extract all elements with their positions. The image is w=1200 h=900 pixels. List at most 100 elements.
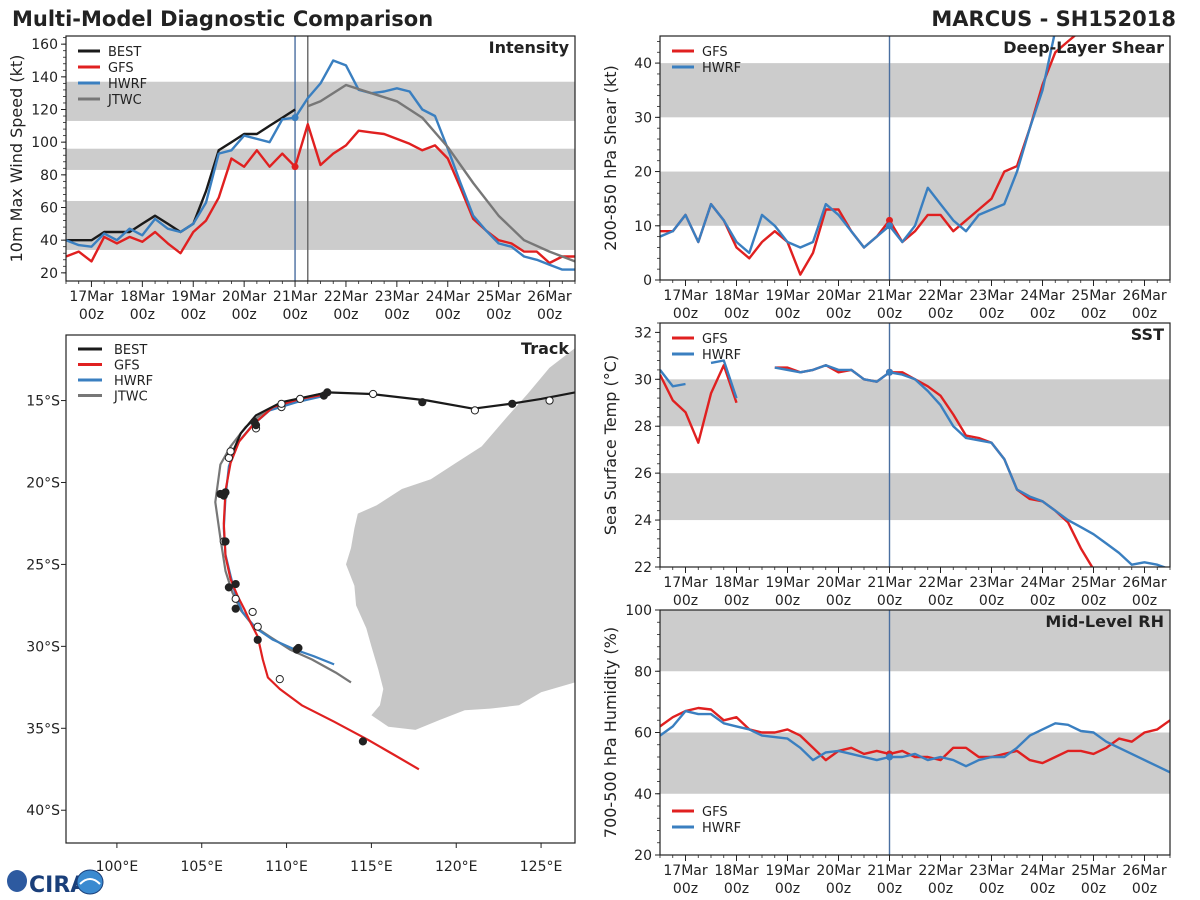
- track-marker-best: [250, 417, 259, 426]
- track-marker-gfs: [275, 675, 284, 684]
- figure-title-right: MARCUS - SH152018: [931, 7, 1176, 31]
- shear-xtick-label-hour: 00z: [826, 306, 851, 322]
- intensity-xtick-label-hour: 00z: [282, 307, 307, 323]
- sst-series-hwrf-seg1: [710, 359, 738, 399]
- shear-panel: 0 10 20 30 40 17Mar 00z 18Mar 00z 19Mar 00z 20Mar 00…: [601, 35, 1171, 322]
- shear-xtick-label-day: 25Mar: [1071, 288, 1115, 304]
- track-marker-hwrf: [231, 594, 240, 603]
- intensity-xtick-label-hour: 00z: [384, 307, 409, 323]
- track-marker-gfs: [221, 488, 230, 497]
- intensity-xtick-label-hour: 00z: [79, 307, 104, 323]
- sst-series-hwrf-seg0: [660, 369, 686, 388]
- sst-xtick-label-day: 19Mar: [765, 575, 809, 591]
- rh-xtick-label-day: 17Mar: [663, 863, 707, 879]
- intensity-ytick-label: 40: [40, 233, 58, 249]
- sst-ytick-label: 28: [634, 419, 652, 435]
- track-marker-best: [545, 396, 554, 405]
- shear-series-gfs: [660, 36, 1077, 276]
- shear-series-hwrf: [660, 36, 1056, 255]
- intensity-ylabel: 10m Max Wind Speed (kt): [7, 55, 26, 263]
- intensity-series-jtwc: [307, 83, 575, 263]
- shear-ytick-label: 40: [634, 56, 652, 72]
- shear-xtick-label-day: 18Mar: [714, 288, 758, 304]
- intensity-ytick-label: 140: [31, 70, 58, 86]
- shear-band-1: [660, 63, 1170, 118]
- shear-xtick-label-hour: 00z: [928, 306, 953, 322]
- sst-ytick-label: 32: [634, 325, 652, 341]
- intensity-ytick-label: 20: [40, 266, 58, 282]
- intensity-xtick-label-day: 24Mar: [426, 289, 470, 305]
- track-marker-hwrf: [253, 622, 262, 631]
- sst-xtick-label-hour: 00z: [1030, 593, 1055, 609]
- track-lon-label: 115°E: [350, 859, 393, 875]
- intensity-xtick-label-day: 20Mar: [222, 289, 266, 305]
- sst-xtick-label-hour: 00z: [826, 593, 851, 609]
- rh-xtick-label-hour: 00z: [1030, 881, 1055, 897]
- sst-band-1: [660, 379, 1170, 427]
- shear-ytick-label: 10: [634, 219, 652, 235]
- sst-xtick-label-hour: 00z: [877, 593, 902, 609]
- intensity-xtick-label-hour: 00z: [435, 307, 460, 323]
- track-marker-best: [323, 388, 332, 397]
- rh-ytick-label: 100: [625, 603, 652, 619]
- rh-ytick-label: 20: [634, 848, 652, 864]
- intensity-xtick-label-hour: 00z: [130, 307, 155, 323]
- intensity-legend-label-gfs: GFS: [108, 61, 134, 76]
- track-marker-hwrf: [226, 447, 235, 456]
- sst-title: SST: [1131, 325, 1164, 344]
- intensity-xtick-label-hour: 00z: [537, 307, 562, 323]
- sst-legend-label-gfs: GFS: [702, 332, 728, 347]
- track-marker-best: [508, 399, 517, 408]
- intensity-title: Intensity: [489, 38, 570, 57]
- sst-xtick-label-hour: 00z: [979, 593, 1004, 609]
- track-lon-label: 105°E: [180, 859, 223, 875]
- intensity-analysis-dot-gfs: [291, 163, 299, 171]
- cira-logo: CIRA: [7, 869, 104, 898]
- track-lat-label: 30°S: [26, 639, 60, 655]
- sst-xtick-label-day: 18Mar: [714, 575, 758, 591]
- track-lat-label: 25°S: [26, 557, 60, 573]
- shear-xtick-label-hour: 00z: [1081, 306, 1106, 322]
- shear-xtick-label-day: 19Mar: [765, 288, 809, 304]
- intensity-panel: 20 40 60 80 100 120 140 160 17Mar 00z 18Mar 00z 19Ma…: [7, 35, 576, 323]
- intensity-band-1: [66, 148, 575, 170]
- shear-legend-label-gfs: GFS: [702, 45, 728, 60]
- shear-xtick-label-hour: 00z: [1132, 306, 1157, 322]
- sst-series-hwrf-seg2: [774, 364, 1168, 567]
- intensity-ytick-label: 120: [31, 103, 58, 119]
- sst-xtick-label-day: 22Mar: [918, 575, 962, 591]
- track-legend-label-hwrf: HWRF: [114, 374, 153, 389]
- track-lon-label: 125°E: [520, 859, 563, 875]
- track-marker-gfs: [221, 537, 230, 546]
- rh-xtick-label-day: 25Mar: [1071, 863, 1115, 879]
- track-marker-jtwc: [296, 394, 305, 404]
- shear-xtick-label-day: 26Mar: [1122, 288, 1166, 304]
- sst-xtick-label-day: 17Mar: [663, 575, 707, 591]
- intensity-legend-label-best: BEST: [108, 45, 141, 60]
- rh-legend-label-hwrf: HWRF: [702, 821, 741, 836]
- rh-xtick-label-hour: 00z: [673, 881, 698, 897]
- sst-xtick-label-day: 21Mar: [867, 575, 911, 591]
- intensity-xtick-label-day: 21Mar: [273, 289, 317, 305]
- track-marker-hwrf: [294, 643, 303, 653]
- shear-band-0: [660, 171, 1170, 226]
- rh-xtick-label-day: 19Mar: [765, 863, 809, 879]
- rh-xtick-label-day: 21Mar: [867, 863, 911, 879]
- intensity-legend-label-hwrf: HWRF: [108, 77, 147, 92]
- track-marker-best: [418, 398, 427, 407]
- rh-xtick-label-day: 24Mar: [1020, 863, 1064, 879]
- shear-xtick-label-hour: 00z: [775, 306, 800, 322]
- rh-xtick-label-hour: 00z: [1081, 881, 1106, 897]
- track-line-gfs: [222, 392, 420, 771]
- shear-xtick-label-day: 21Mar: [867, 288, 911, 304]
- rh-xtick-label-hour: 00z: [1132, 881, 1157, 897]
- sst-xtick-label-hour: 00z: [673, 593, 698, 609]
- track-marker-jtwc: [224, 453, 233, 463]
- track-legend-label-best: BEST: [114, 343, 147, 358]
- intensity-ytick-label: 100: [31, 135, 58, 151]
- intensity-xtick-label-day: 17Mar: [69, 289, 113, 305]
- sst-ytick-label: 22: [634, 560, 652, 576]
- sst-legend-label-hwrf: HWRF: [702, 348, 741, 363]
- track-line-jtwc: [214, 392, 352, 684]
- track-title: Track: [521, 339, 569, 358]
